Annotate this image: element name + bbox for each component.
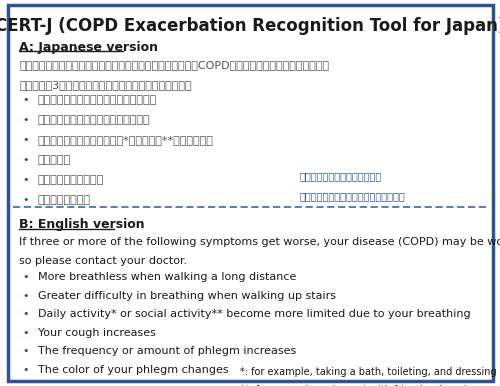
Text: ＊：入浴、トイレ、着替えなど: ＊：入浴、トイレ、着替えなど [300,171,382,181]
Text: あります。3つ以上該当した場合は、受診してください。: あります。3つ以上該当した場合は、受診してください。 [19,80,192,90]
Text: B: English version: B: English version [19,218,144,231]
Text: 階段を上るときに、息苦しさがあった: 階段を上るときに、息苦しさがあった [38,115,150,125]
Text: Daily activity* or social activity** become more limited due to your breathing: Daily activity* or social activity** bec… [38,309,470,319]
Text: •: • [22,115,29,125]
Text: More breathless when walking a long distance: More breathless when walking a long dist… [38,272,296,282]
Text: The color of your phlegm changes: The color of your phlegm changes [38,365,228,375]
Text: •: • [22,309,29,319]
Text: •: • [22,328,29,338]
Text: **: for example, going out with friends, shopping, and working: **: for example, going out with friends,… [240,385,500,386]
Text: •: • [22,291,29,301]
Text: •: • [22,365,29,375]
Text: •: • [22,346,29,356]
Text: •: • [22,95,29,105]
Text: •: • [22,175,29,185]
Text: A: Japanese version: A: Japanese version [19,41,158,54]
Text: 息苦しさが原因で、日常生活*や社会生活**が制限された: 息苦しさが原因で、日常生活*や社会生活**が制限された [38,135,214,145]
Text: If three or more of the following symptoms get worse, your disease (COPD) may be: If three or more of the following sympto… [19,237,500,247]
Text: 下記の症状がいつもよりも多くなった場合、あなたの病気（COPD）の状態が悪化している可能性が: 下記の症状がいつもよりも多くなった場合、あなたの病気（COPD）の状態が悪化して… [19,60,329,70]
Text: CERT-J (COPD Exacerbation Recognition Tool for Japan): CERT-J (COPD Exacerbation Recognition To… [0,17,500,36]
Text: 和が増えた: 和が増えた [38,155,70,165]
Text: so please contact your doctor.: so please contact your doctor. [19,256,187,266]
Text: Greater difficulty in breathing when walking up stairs: Greater difficulty in breathing when wal… [38,291,336,301]
Text: •: • [22,272,29,282]
Text: •: • [22,135,29,145]
Text: *: for example, taking a bath, toileting, and dressing: *: for example, taking a bath, toileting… [240,367,496,377]
Text: 痰の頻度や量が増えた: 痰の頻度や量が増えた [38,175,104,185]
FancyBboxPatch shape [8,5,492,381]
Text: Your cough increases: Your cough increases [38,328,156,338]
Text: •: • [22,195,29,205]
Text: 長い距離を歩くときに、息切れがあった: 長い距離を歩くときに、息切れがあった [38,95,157,105]
Text: The frequency or amount of phlegm increases: The frequency or amount of phlegm increa… [38,346,296,356]
Text: ＊＊：友人との外出や買い物、仕事など: ＊＊：友人との外出や買い物、仕事など [300,191,406,201]
Text: 痰の色が変化した: 痰の色が変化した [38,195,90,205]
Text: •: • [22,155,29,165]
